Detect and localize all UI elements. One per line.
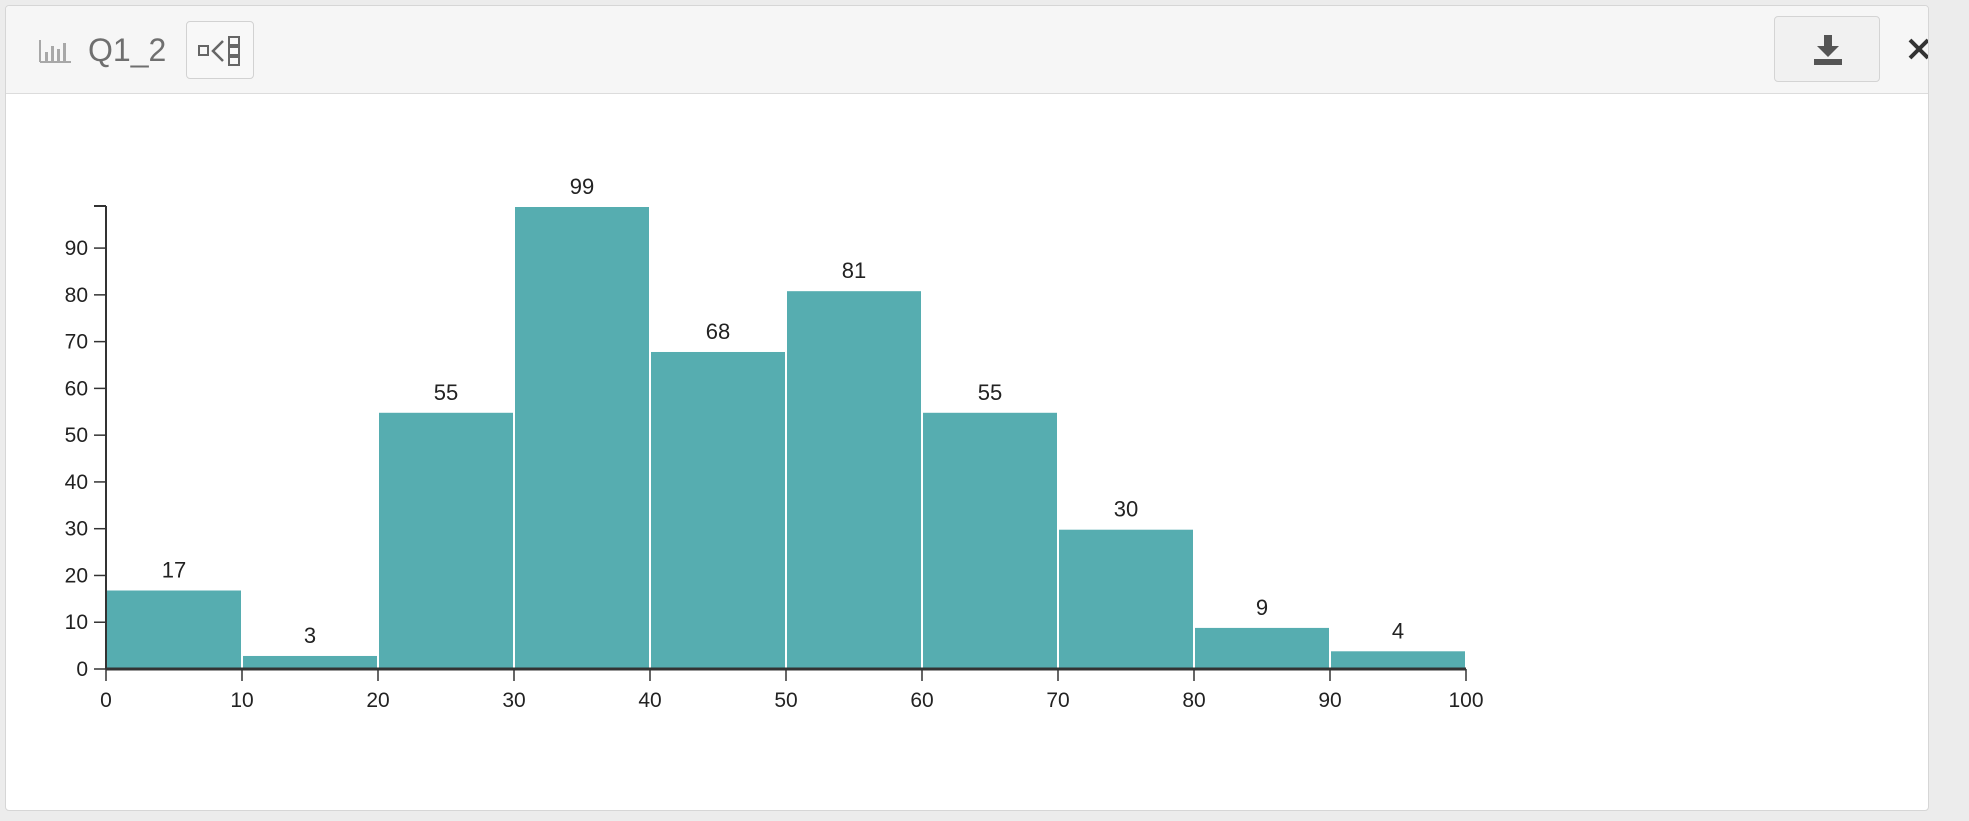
histogram-bar [1193, 625, 1331, 671]
x-tick-label: 60 [910, 689, 933, 712]
x-tick-label: 100 [1448, 689, 1483, 712]
histogram-bar [1329, 649, 1467, 670]
y-tick-label: 90 [65, 237, 88, 260]
close-icon [1908, 38, 1928, 60]
y-tick-label: 10 [65, 611, 88, 634]
x-tick-label: 90 [1318, 689, 1341, 712]
bar-value-label: 9 [1256, 595, 1268, 620]
x-tick-label: 80 [1182, 689, 1205, 712]
bar-value-label: 3 [304, 623, 316, 648]
bar-value-label: 81 [842, 258, 866, 283]
panel-header: Q1_2 [6, 6, 1928, 94]
histogram-bar [241, 653, 379, 671]
bar-value-label: 30 [1114, 497, 1138, 522]
bar-value-label: 55 [978, 380, 1002, 405]
x-tick-label: 40 [638, 689, 661, 712]
download-button[interactable] [1774, 16, 1880, 82]
y-tick-label: 20 [65, 564, 88, 587]
x-tick-label: 10 [230, 689, 253, 712]
bar-value-label: 99 [570, 174, 594, 199]
x-tick-label: 30 [502, 689, 525, 712]
x-tick-label: 70 [1046, 689, 1069, 712]
y-tick-label: 50 [65, 424, 88, 447]
panel-title: Q1_2 [88, 32, 167, 68]
close-button[interactable] [1904, 32, 1928, 66]
histogram-bar [377, 410, 515, 670]
chart-panel: Q1_2 17 3 55 99 68 81 55 30 9 4 0 10 20 30 40 5 [5, 5, 1929, 811]
bar-chart-icon [39, 40, 71, 63]
y-tick-label: 40 [65, 471, 88, 494]
histogram-bar [921, 410, 1059, 670]
y-tick-label: 60 [65, 377, 88, 400]
histogram-bar [785, 289, 923, 670]
y-tick-label: 30 [65, 518, 88, 541]
bar-value-label: 55 [434, 380, 458, 405]
bar-value-label: 4 [1392, 618, 1404, 643]
swap-axes-icon [198, 36, 240, 66]
histogram-bar [1057, 527, 1195, 670]
y-tick-label: 0 [76, 658, 88, 681]
download-icon [1814, 35, 1842, 65]
y-tick-label: 70 [65, 331, 88, 354]
bar-value-label: 17 [162, 557, 186, 582]
histogram-bar [513, 205, 651, 670]
x-tick-label: 50 [774, 689, 797, 712]
y-tick-label: 80 [65, 284, 88, 307]
x-tick-label: 20 [366, 689, 389, 712]
histogram-bar [649, 349, 787, 670]
bar-value-label: 68 [706, 319, 730, 344]
swap-axes-button[interactable] [186, 21, 254, 79]
x-tick-label: 0 [100, 689, 112, 712]
histogram-bar [105, 588, 243, 671]
